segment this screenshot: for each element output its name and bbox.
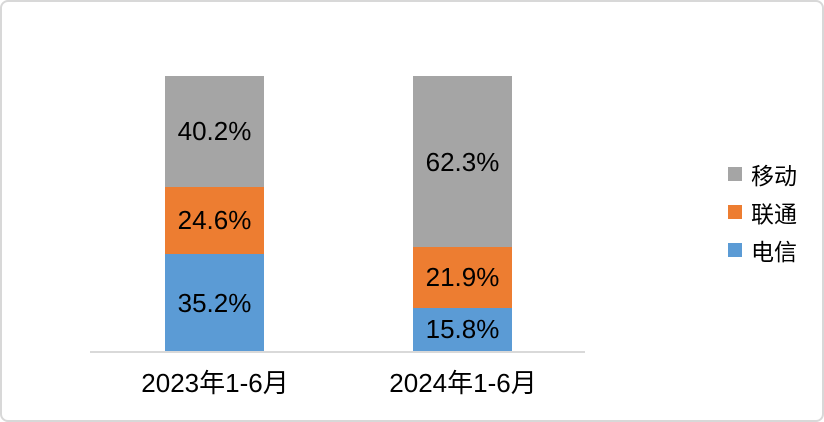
legend-item-unicom: 联通 <box>728 199 797 227</box>
legend-item-telecom: 电信 <box>728 237 797 265</box>
bar-segment-mobile: 62.3% <box>413 76 512 248</box>
x-axis-line <box>90 351 585 353</box>
legend: 移动 联通 电信 <box>728 161 797 265</box>
stacked-bar-1: 40.2% 24.6% 35.2% <box>165 76 264 351</box>
bar-segment-telecom: 15.8% <box>413 307 512 351</box>
legend-label: 联通 <box>751 200 797 227</box>
segment-data-label: 35.2% <box>177 287 252 318</box>
segment-data-label: 24.6% <box>177 205 252 236</box>
bar-segment-mobile: 40.2% <box>165 76 264 187</box>
legend-swatch-icon <box>728 204 742 219</box>
stacked-bar-2: 62.3% 21.9% 15.8% <box>413 76 512 351</box>
category-label-2024: 2024年1-6月 <box>389 368 537 398</box>
segment-data-label: 62.3% <box>425 146 500 177</box>
segment-data-label: 21.9% <box>425 262 500 293</box>
legend-swatch-icon <box>728 166 742 181</box>
segment-data-label: 40.2% <box>177 116 252 147</box>
legend-label: 电信 <box>751 238 797 265</box>
legend-item-mobile: 移动 <box>728 161 797 189</box>
bar-segment-telecom: 35.2% <box>165 254 264 351</box>
bar-segment-unicom: 21.9% <box>413 247 512 308</box>
legend-swatch-icon <box>728 242 742 257</box>
bar-segment-unicom: 24.6% <box>165 186 264 255</box>
segment-data-label: 15.8% <box>425 314 500 345</box>
category-label-2023: 2023年1-6月 <box>141 368 289 398</box>
legend-label: 移动 <box>751 162 797 189</box>
